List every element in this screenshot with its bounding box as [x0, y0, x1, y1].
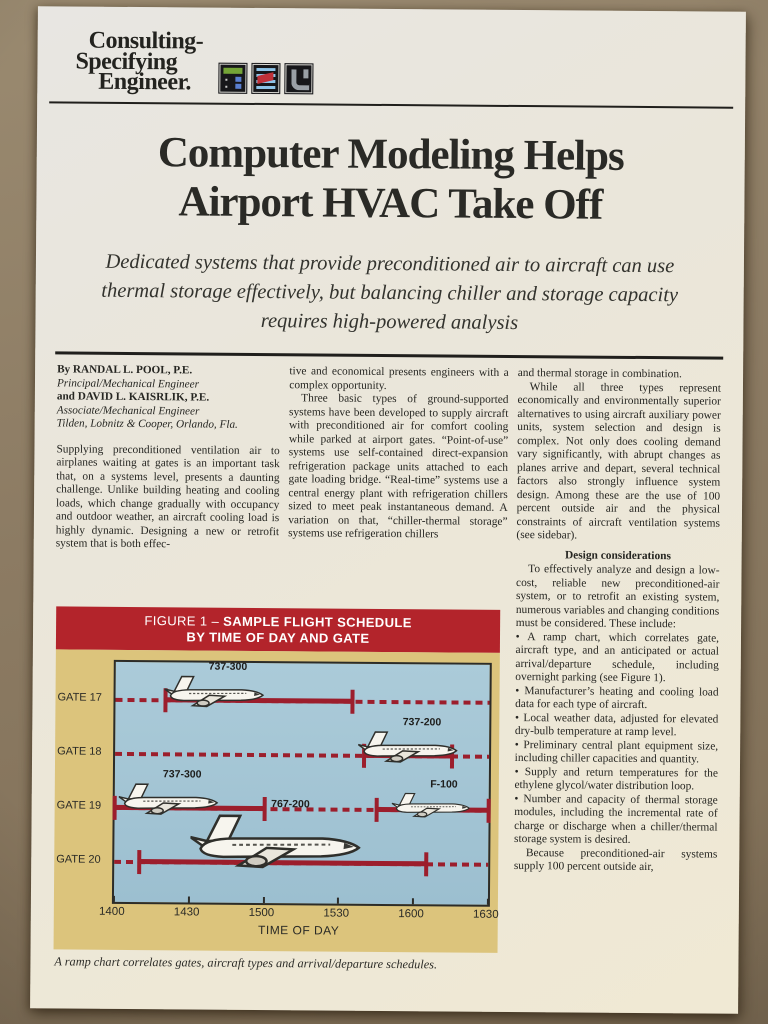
body-paragraph: Three basic types of ground-supported sy… [288, 392, 509, 541]
gate-label: GATE 18 [57, 745, 102, 758]
body-paragraph: tive and economical presents engineers w… [289, 365, 509, 392]
pipe-icon [283, 63, 314, 95]
masthead-icons [217, 62, 314, 95]
figure-banner-line-2: BY TIME OF DAY AND GATE [186, 628, 370, 646]
section-heading: Design considerations [564, 549, 672, 562]
axis-tick-mark [337, 897, 340, 904]
aircraft-type-label: F-100 [430, 778, 458, 791]
aircraft-icon [189, 810, 369, 877]
article-deck: Dedicated systems that provide precondit… [101, 250, 679, 335]
figure-1: FIGURE 1 – SAMPLE FLIGHT SCHEDULE BY TIM… [53, 606, 501, 953]
time-tick-label: 1530 [323, 907, 350, 920]
arrival-departure-tick [137, 850, 142, 875]
aircraft-type-label: 767-200 [271, 798, 310, 811]
figure-banner: FIGURE 1 – SAMPLE FLIGHT SCHEDULE BY TIM… [55, 606, 501, 653]
thermostat-icon [217, 62, 248, 94]
bullet-item: • A ramp chart, which correlates gate, a… [515, 630, 720, 685]
aircraft-type-label: 737-300 [162, 768, 202, 781]
logo-line-3: Engineer. [98, 68, 192, 96]
body-paragraph: While all three types represent economic… [516, 380, 722, 542]
title-line-2: Airport HVAC Take Off [178, 178, 603, 229]
bullet-item: • Number and capacity of thermal storage… [514, 792, 718, 847]
arrival-departure-tick [486, 798, 491, 823]
figure-panel: 737-300 737-200 737-300 F-100 767-200 1400 14… [53, 649, 500, 953]
aircraft-type-label: 737-300 [208, 660, 248, 673]
magazine-page: Consulting- Specifying Engineer. Compute… [30, 6, 746, 1014]
body-paragraph: To effectively analyze and design a low-… [515, 563, 720, 631]
bullet-list: • A ramp chart, which correlates gate, a… [514, 631, 719, 849]
figure-caption: A ramp chart correlates gates, aircraft … [54, 954, 438, 972]
time-tick-label: 1400 [98, 905, 125, 918]
byline: By RANDAL L. POOL, P.E. Principal/Mechan… [57, 364, 281, 433]
author-2: and DAVID L. KAISRLIK, P.E. [56, 390, 210, 404]
arrival-departure-tick [374, 797, 379, 822]
column-3: and thermal storage in combination. Whil… [514, 367, 721, 875]
bullet-item: • Manufacturer’s heating and cooling loa… [515, 684, 719, 712]
figure-number: FIGURE 1 – [144, 612, 224, 629]
body-paragraph: Because preconditioned-air systems suppl… [513, 846, 718, 874]
aircraft-icon [358, 729, 462, 771]
gate-label: GATE 17 [57, 691, 103, 704]
time-tick-label: 1430 [173, 906, 200, 919]
figure-title: SAMPLE FLIGHT SCHEDULE [223, 613, 412, 630]
body-paragraph: and thermal storage in combination. [517, 367, 682, 381]
bullet-item: • Local weather data, adjusted for eleva… [514, 711, 719, 739]
masthead: Consulting- Specifying Engineer. [37, 6, 746, 97]
axis-tick-mark [486, 898, 489, 905]
magazine-logo: Consulting- Specifying Engineer. [75, 28, 203, 96]
gate-label: GATE 19 [56, 799, 102, 812]
author-1: By RANDAL L. POOL, P.E. [57, 363, 193, 377]
axis-tick-mark [412, 898, 415, 905]
body-paragraph: Supplying preconditioned ventilation air… [55, 443, 280, 551]
aircraft-icon [391, 791, 473, 825]
bullet-item: • Preliminary central plant equipment si… [514, 738, 719, 766]
flight-plot: 737-300 737-200 737-300 F-100 767-200 [111, 659, 492, 907]
axis-tick-mark [187, 896, 190, 903]
time-tick-label: 1630 [472, 908, 499, 921]
author-firm: Tilden, Lobnitz & Cooper, Orlando, Fla. [56, 417, 238, 432]
time-tick-label: 1500 [248, 906, 275, 920]
article-title: Computer Modeling Helps Airport HVAC Tak… [36, 127, 745, 231]
arrival-departure-tick [423, 852, 428, 877]
bullet-item: • Supply and return temperatures for the… [514, 765, 719, 793]
time-axis-title: TIME OF DAY [258, 922, 340, 938]
axis-tick-mark [112, 895, 115, 902]
aircraft-icon [118, 781, 223, 823]
arrival-departure-tick [350, 689, 355, 714]
title-line-1: Computer Modeling Helps [157, 129, 624, 180]
masthead-rule [49, 101, 734, 109]
aircraft-icon [164, 673, 268, 715]
arrival-departure-tick [112, 795, 117, 820]
time-tick-label: 1600 [398, 908, 424, 921]
axis-tick-mark [262, 897, 265, 904]
aircraft-type-label: 737-200 [402, 716, 442, 729]
gate-label: GATE 20 [56, 853, 101, 866]
time-axis-labels: 1400 1430 1500 1530 1600 1630 [99, 906, 499, 923]
airflow-icon [250, 62, 281, 95]
